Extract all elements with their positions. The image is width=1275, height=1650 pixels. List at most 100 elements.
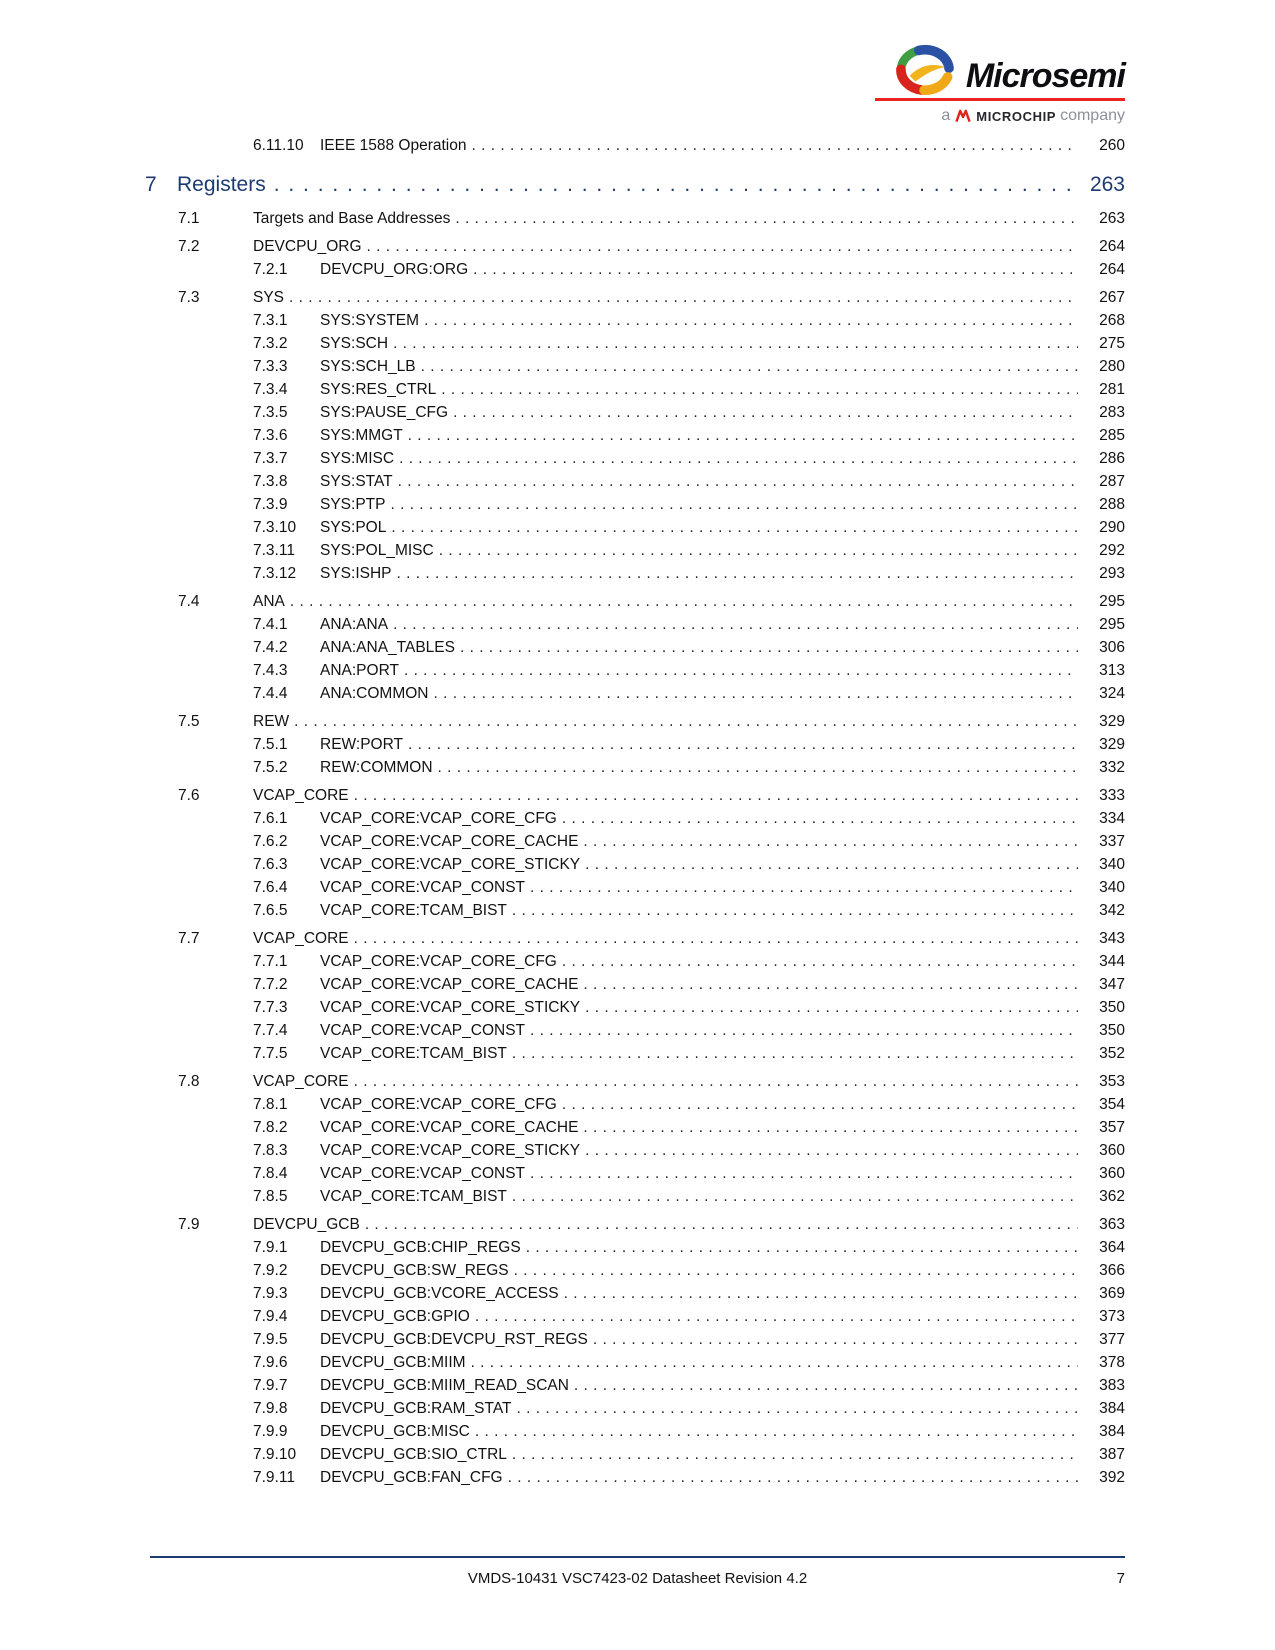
toc-row[interactable]: 7.8 VCAP_CORE 353: [145, 1070, 1125, 1093]
toc-row[interactable]: 7.8.3 VCAP_CORE:VCAP_CORE_STICKY 360: [145, 1139, 1125, 1162]
toc-entry-title: DEVCPU_GCB:DEVCPU_RST_REGS: [320, 1331, 588, 1348]
toc-row[interactable]: 7.6.3 VCAP_CORE:VCAP_CORE_STICKY 340: [145, 853, 1125, 876]
toc-row[interactable]: 7.8.1 VCAP_CORE:VCAP_CORE_CFG 354: [145, 1093, 1125, 1116]
toc-entry-number: 7.6.4: [253, 879, 288, 896]
toc-entry-title: ANA:ANA_TABLES: [320, 639, 455, 656]
leader-dots: [421, 355, 1078, 378]
toc-row[interactable]: 7.5.1 REW:PORT 329: [145, 733, 1125, 756]
toc-row[interactable]: 7.1 Targets and Base Addresses 263: [145, 207, 1125, 230]
toc-chapter-row[interactable]: 7 Registers 263: [145, 170, 1125, 200]
toc-row[interactable]: 7.7.1 VCAP_CORE:VCAP_CORE_CFG 344: [145, 950, 1125, 973]
leader-dots: [289, 286, 1078, 309]
toc-entry-number: 7.8: [178, 1073, 200, 1090]
leader-dots: [526, 1236, 1078, 1259]
toc-entry-number: 7.3.12: [253, 565, 297, 582]
leader-dots: [475, 1420, 1078, 1443]
toc-row[interactable]: 7.3.10 SYS:POL 290: [145, 516, 1125, 539]
toc-entry-title: DEVCPU_GCB:SW_REGS: [320, 1262, 509, 1279]
toc-row[interactable]: 7.9.5 DEVCPU_GCB:DEVCPU_RST_REGS 377: [145, 1328, 1125, 1351]
leader-dots: [354, 927, 1078, 950]
toc-entry-title: REW:COMMON: [320, 759, 433, 776]
tagline-prefix: a: [941, 107, 951, 124]
leader-dots: [399, 447, 1078, 470]
toc-entry-title: REW: [253, 713, 290, 730]
toc-row[interactable]: 7.5 REW 329: [145, 710, 1125, 733]
toc-entry-number: 7.7.1: [253, 953, 288, 970]
microsemi-logo: Microsemi a MICROCHIP company: [875, 44, 1126, 125]
toc-row[interactable]: 7.3.9 SYS:PTP 288: [145, 493, 1125, 516]
toc-row[interactable]: 7.3.8 SYS:STAT 287: [145, 470, 1125, 493]
toc-row[interactable]: 6.11.10 IEEE 1588 Operation 260: [145, 134, 1125, 157]
toc-row[interactable]: 7.3.11 SYS:POL_MISC 292: [145, 539, 1125, 562]
toc-row[interactable]: 7.3.3 SYS:SCH_LB 280: [145, 355, 1125, 378]
toc-row[interactable]: 7.7 VCAP_CORE 343: [145, 927, 1125, 950]
leader-dots: [455, 207, 1078, 230]
toc-entry-title: SYS:MISC: [320, 450, 395, 467]
toc-row[interactable]: 7.4.2 ANA:ANA_TABLES 306: [145, 636, 1125, 659]
leader-dots: [460, 636, 1078, 659]
toc-entry-page: 263: [1089, 173, 1125, 196]
toc-row[interactable]: 7.9.3 DEVCPU_GCB:VCORE_ACCESS 369: [145, 1282, 1125, 1305]
toc-row[interactable]: 7.4.1 ANA:ANA 295: [145, 613, 1125, 636]
toc-row[interactable]: 7.3.7 SYS:MISC 286: [145, 447, 1125, 470]
toc-entry-title: VCAP_CORE:VCAP_CONST: [320, 1165, 525, 1182]
toc-row[interactable]: 7.2 DEVCPU_ORG 264: [145, 235, 1125, 258]
leader-dots: [530, 1019, 1078, 1042]
toc-entry-number: 7.9.3: [253, 1285, 288, 1302]
toc-row[interactable]: 7.7.2 VCAP_CORE:VCAP_CORE_CACHE 347: [145, 973, 1125, 996]
toc-entry-page: 324: [1099, 685, 1125, 702]
toc-row[interactable]: 7.9.4 DEVCPU_GCB:GPIO 373: [145, 1305, 1125, 1328]
toc-entry-page: 306: [1099, 639, 1125, 656]
toc-row[interactable]: 7.6.2 VCAP_CORE:VCAP_CORE_CACHE 337: [145, 830, 1125, 853]
toc-row[interactable]: 7.9.6 DEVCPU_GCB:MIIM 378: [145, 1351, 1125, 1374]
toc-row[interactable]: 7.9 DEVCPU_GCB 363: [145, 1213, 1125, 1236]
toc-row[interactable]: 7.4.4 ANA:COMMON 324: [145, 682, 1125, 705]
toc-entry-page: 292: [1099, 542, 1125, 559]
toc-entry-number: 7.7.2: [253, 976, 288, 993]
toc-entry-number: 7.7.3: [253, 999, 288, 1016]
toc-entry-title: VCAP_CORE: [253, 787, 349, 804]
toc-row[interactable]: 7.9.1 DEVCPU_GCB:CHIP_REGS 364: [145, 1236, 1125, 1259]
microsemi-wordmark: Microsemi: [965, 57, 1126, 95]
toc-row[interactable]: 7.6.4 VCAP_CORE:VCAP_CONST 340: [145, 876, 1125, 899]
leader-dots: [397, 562, 1079, 585]
toc-row[interactable]: 7.3.2 SYS:SCH 275: [145, 332, 1125, 355]
toc-row[interactable]: 7.8.5 VCAP_CORE:TCAM_BIST 362: [145, 1185, 1125, 1208]
toc-row[interactable]: 7.6 VCAP_CORE 333: [145, 784, 1125, 807]
toc-row[interactable]: 7.5.2 REW:COMMON 332: [145, 756, 1125, 779]
toc-entry-title: ANA: [253, 593, 285, 610]
toc-row[interactable]: 7.3.12 SYS:ISHP 293: [145, 562, 1125, 585]
toc-row[interactable]: 7.9.2 DEVCPU_GCB:SW_REGS 366: [145, 1259, 1125, 1282]
toc-row[interactable]: 7.3 SYS 267: [145, 286, 1125, 309]
toc-row[interactable]: 7.6.5 VCAP_CORE:TCAM_BIST 342: [145, 899, 1125, 922]
toc-entry-title: DEVCPU_ORG: [253, 238, 362, 255]
leader-dots: [390, 493, 1078, 516]
toc-row[interactable]: 7.4.3 ANA:PORT 313: [145, 659, 1125, 682]
toc-row[interactable]: 7.3.6 SYS:MMGT 285: [145, 424, 1125, 447]
toc-row[interactable]: 7.9.10 DEVCPU_GCB:SIO_CTRL 387: [145, 1443, 1125, 1466]
toc-row[interactable]: 7.7.3 VCAP_CORE:VCAP_CORE_STICKY 350: [145, 996, 1125, 1019]
toc-row[interactable]: 7.3.4 SYS:RES_CTRL 281: [145, 378, 1125, 401]
toc-entry-title: VCAP_CORE:VCAP_CONST: [320, 879, 525, 896]
toc-row[interactable]: 7.3.1 SYS:SYSTEM 268: [145, 309, 1125, 332]
toc-row[interactable]: 7.6.1 VCAP_CORE:VCAP_CORE_CFG 334: [145, 807, 1125, 830]
toc-entry-page: 352: [1099, 1045, 1125, 1062]
toc-row[interactable]: 7.8.4 VCAP_CORE:VCAP_CONST 360: [145, 1162, 1125, 1185]
toc-entry-page: 287: [1099, 473, 1125, 490]
toc-row[interactable]: 7.4 ANA 295: [145, 590, 1125, 613]
toc-entry-number: 7.3.1: [253, 312, 288, 329]
toc-row[interactable]: 7.9.9 DEVCPU_GCB:MISC 384: [145, 1420, 1125, 1443]
toc-row[interactable]: 7.7.4 VCAP_CORE:VCAP_CONST 350: [145, 1019, 1125, 1042]
toc-row[interactable]: 7.9.7 DEVCPU_GCB:MIIM_READ_SCAN 383: [145, 1374, 1125, 1397]
toc-row[interactable]: 7.7.5 VCAP_CORE:TCAM_BIST 352: [145, 1042, 1125, 1065]
toc-row[interactable]: 7.3.5 SYS:PAUSE_CFG 283: [145, 401, 1125, 424]
toc-entry-page: 343: [1099, 930, 1125, 947]
toc-entry-page: 366: [1099, 1262, 1125, 1279]
toc-entry-number: 7.6: [178, 787, 200, 804]
leader-dots: [512, 899, 1078, 922]
leader-dots: [453, 401, 1078, 424]
toc-row[interactable]: 7.2.1 DEVCPU_ORG:ORG 264: [145, 258, 1125, 281]
toc-row[interactable]: 7.9.11 DEVCPU_GCB:FAN_CFG 392: [145, 1466, 1125, 1489]
toc-row[interactable]: 7.9.8 DEVCPU_GCB:RAM_STAT 384: [145, 1397, 1125, 1420]
toc-row[interactable]: 7.8.2 VCAP_CORE:VCAP_CORE_CACHE 357: [145, 1116, 1125, 1139]
